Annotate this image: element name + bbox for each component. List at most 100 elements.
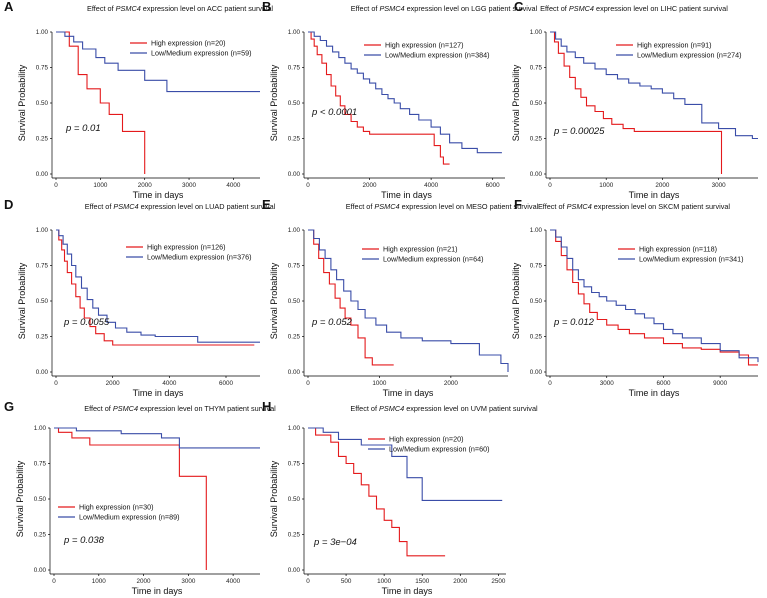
panel-letter: H (262, 399, 271, 414)
chart-title: Effect of PSMC4 expression level on UVM … (350, 404, 538, 413)
y-tick-label: 0.00 (288, 171, 301, 178)
legend-label: High expression (n=20) (389, 435, 464, 444)
y-axis-title: Survival Probability (269, 460, 279, 537)
y-tick-label: 0.50 (36, 100, 49, 107)
y-tick-label: 0.50 (530, 298, 543, 305)
x-tick-label: 0 (54, 182, 58, 189)
chart-title-post: expression level on LUAD patient surviva… (139, 202, 276, 211)
y-tick-label: 1.00 (288, 425, 301, 432)
y-tick-label: 0.50 (288, 100, 301, 107)
y-tick-label: 1.00 (36, 29, 49, 36)
y-tick-label: 1.00 (530, 227, 543, 234)
x-tick-label: 1000 (599, 182, 614, 189)
x-tick-label: 4000 (226, 182, 241, 189)
chart-title-pre: Effect of (350, 404, 379, 413)
panel-e: E Effect of PSMC4 expression level on MES… (262, 197, 539, 398)
y-tick-label: 0.50 (530, 100, 543, 107)
x-tick-label: 3000 (712, 182, 727, 189)
x-tick-label: 6000 (219, 380, 234, 387)
y-tick-label: 0.25 (36, 334, 49, 341)
x-tick-label: 2000 (453, 578, 468, 585)
chart-title: Effect of PSMC4 expression level on SKCM… (538, 202, 730, 211)
high-expression-curve (56, 229, 255, 346)
chart-title-pre: Effect of (540, 4, 569, 13)
panel-letter: E (262, 197, 271, 212)
legend-label: Low/Medium expression (n=341) (639, 255, 743, 264)
legend-label: High expression (n=91) (637, 41, 712, 50)
high-expression-curve (308, 427, 446, 557)
x-tick-label: 4000 (424, 182, 439, 189)
chart-title-gene: PSMC4 (374, 202, 399, 211)
x-tick-label: 3000 (182, 182, 197, 189)
chart-title-post: expression level on UVM patient survival (404, 404, 538, 413)
high-expression-curve (56, 31, 146, 174)
y-axis-title: Survival Probability (511, 262, 521, 339)
legend-label: Low/Medium expression (n=60) (389, 445, 489, 454)
p-value: p < 0.0001 (311, 107, 357, 118)
high-expression-curve (550, 31, 723, 174)
p-value: p = 0.038 (63, 535, 105, 546)
y-tick-label: 0.75 (288, 65, 301, 72)
y-axis-title: Survival Probability (511, 64, 521, 141)
p-value: p = 3e−04 (313, 537, 357, 548)
chart-title-pre: Effect of (85, 202, 114, 211)
low-medium-expression-curve (308, 229, 509, 372)
x-tick-label: 0 (306, 578, 310, 585)
x-tick-label: 4000 (162, 380, 177, 387)
x-tick-label: 2500 (491, 578, 506, 585)
y-tick-label: 1.00 (530, 29, 543, 36)
panel-d: D Effect of PSMC4 expression level on LUA… (4, 197, 276, 398)
legend-label: High expression (n=21) (383, 245, 458, 254)
y-tick-label: 0.25 (530, 136, 543, 143)
panel-c: C Effect of PSMC4 expression level on LIH… (511, 0, 758, 200)
y-tick-label: 0.00 (288, 369, 301, 376)
x-axis-title: Time in days (133, 190, 184, 200)
legend-label: High expression (n=20) (151, 39, 226, 48)
panel-letter: D (4, 197, 13, 212)
chart-title-post: expression level on SKCM patient surviva… (592, 202, 731, 211)
legend-label: Low/Medium expression (n=384) (385, 51, 489, 60)
panel-letter: G (4, 399, 14, 414)
panel-letter: C (514, 0, 524, 14)
y-tick-label: 0.75 (288, 263, 301, 270)
x-tick-label: 2000 (138, 182, 153, 189)
x-tick-label: 2000 (137, 578, 152, 585)
chart-title: Effect of PSMC4 expression level on ACC … (87, 4, 273, 13)
x-tick-label: 1500 (415, 578, 430, 585)
low-medium-expression-curve (550, 229, 759, 363)
y-tick-label: 1.00 (288, 29, 301, 36)
y-tick-label: 0.25 (34, 532, 47, 539)
chart-title-post: expression level on MESO patient surviva… (400, 202, 539, 211)
chart-title: Effect of PSMC4 expression level on LIHC… (540, 4, 728, 13)
chart-title-gene: PSMC4 (116, 4, 141, 13)
x-axis-title: Time in days (629, 190, 680, 200)
p-value: p = 0.00025 (553, 126, 605, 137)
legend-label: Low/Medium expression (n=274) (637, 51, 741, 60)
x-tick-label: 0 (306, 380, 310, 387)
y-tick-label: 0.00 (530, 369, 543, 376)
x-tick-label: 0 (548, 182, 552, 189)
y-axis-title: Survival Probability (15, 460, 25, 537)
y-tick-label: 0.25 (288, 136, 301, 143)
chart-title-post: expression level on THYM patient surviva… (138, 404, 276, 413)
y-tick-label: 0.00 (36, 171, 49, 178)
y-tick-label: 0.00 (530, 171, 543, 178)
legend-label: High expression (n=127) (385, 41, 464, 50)
low-medium-expression-curve (550, 31, 758, 140)
chart-title-post: expression level on LGG patient survival (405, 4, 538, 13)
chart-title-gene: PSMC4 (567, 202, 592, 211)
chart-title-gene: PSMC4 (379, 404, 404, 413)
x-tick-label: 2000 (106, 380, 121, 387)
low-medium-expression-curve (54, 427, 260, 449)
x-tick-label: 2000 (363, 182, 378, 189)
x-tick-label: 4000 (226, 578, 241, 585)
y-axis-title: Survival Probability (269, 64, 279, 141)
x-axis-title: Time in days (132, 586, 183, 596)
y-axis-title: Survival Probability (17, 262, 27, 339)
legend-label: High expression (n=118) (639, 245, 717, 254)
chart-title-gene: PSMC4 (569, 4, 594, 13)
high-expression-curve (308, 31, 450, 165)
legend-label: High expression (n=30) (79, 503, 154, 512)
chart-title-gene: PSMC4 (113, 404, 138, 413)
